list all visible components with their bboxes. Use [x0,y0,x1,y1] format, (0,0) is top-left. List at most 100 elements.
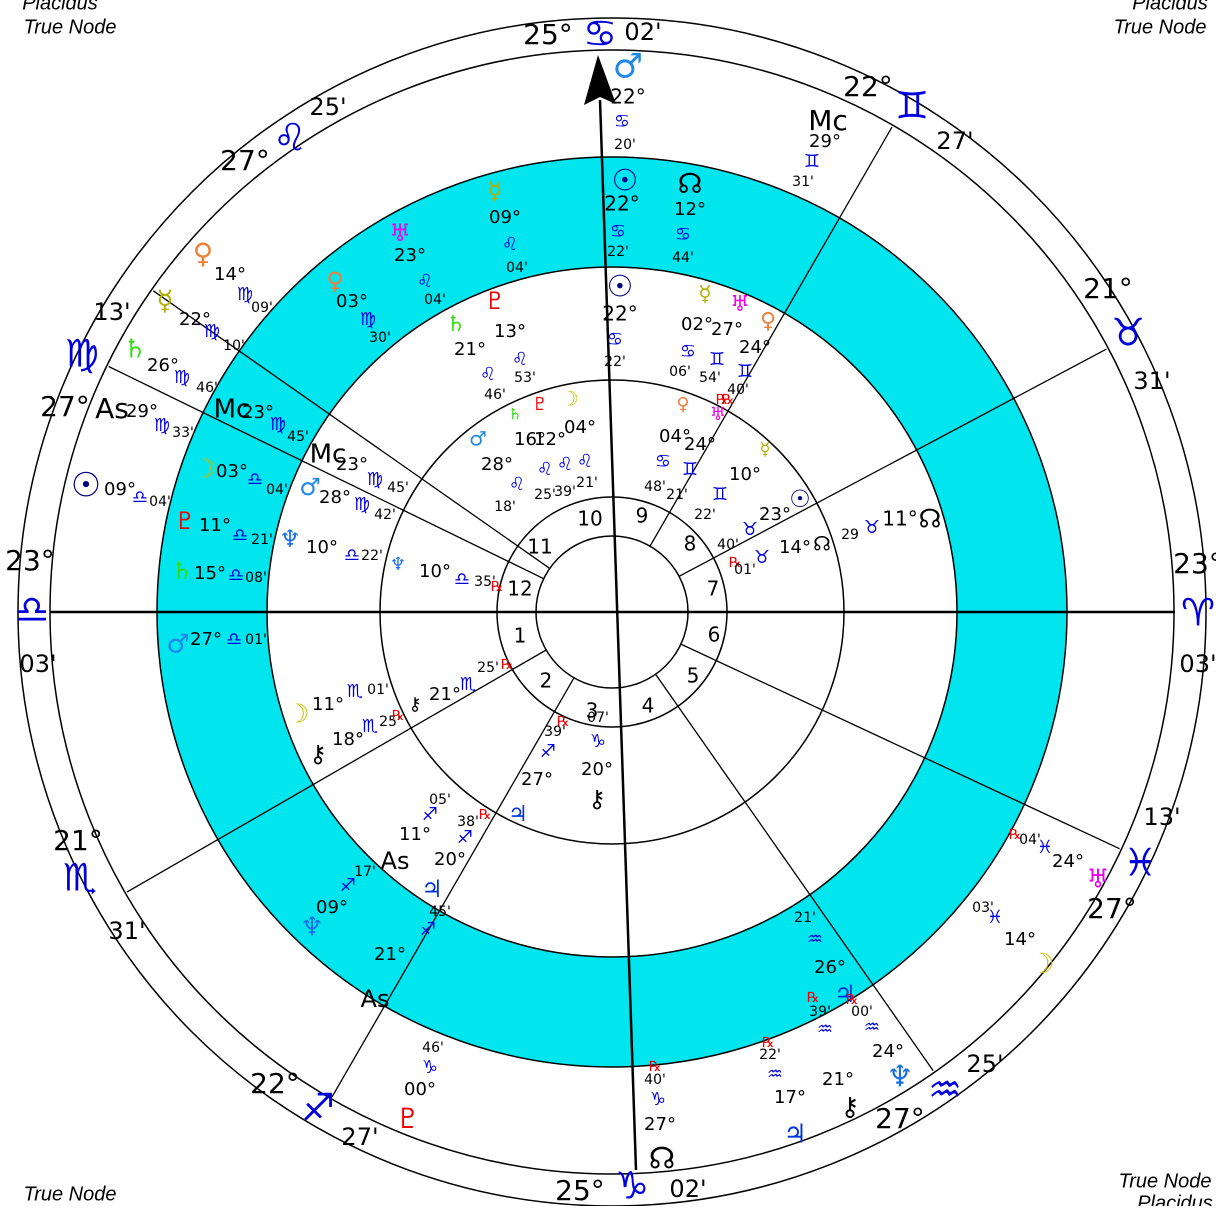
chart-label: 13' [1143,803,1180,831]
chart-label: ♎ [15,588,49,632]
chart-label: 21' [794,910,816,926]
chart-label: 00° [404,1079,436,1100]
chart-label: 25' [966,1050,1003,1078]
chart-label: ♂ [299,473,321,501]
house-number: 3 [586,699,599,723]
chart-label: ♃ [783,1120,806,1150]
chart-label: ☽ [561,387,579,411]
chart-label: 21° [1083,272,1133,305]
chart-label: ℞ [479,807,492,823]
chart-label: 22° [602,302,637,326]
chart-label: 05' [429,792,451,808]
chart-label: ♍ [270,414,286,435]
chart-label: 45' [387,480,409,496]
chart-label: 11° [399,824,431,845]
chart-label: ♋ [680,341,696,362]
chart-label: ℞ [557,714,570,730]
chart-label: ♀ [760,309,776,334]
chart-label: ♌ [480,364,496,385]
chart-label: ℞ [729,555,742,571]
house-cusp [649,126,893,547]
chart-label: 02' [669,1175,706,1203]
chart-label: 08' [245,570,267,586]
chart-label: 31' [1133,367,1170,395]
chart-label: ☊ [918,505,941,535]
chart-label: ☊ [813,532,831,556]
chart-label: 14° [214,264,246,285]
chart-label: ☉ [607,270,634,305]
chart-label: 21° [454,339,486,360]
chart-label: ℞ [716,392,729,408]
chart-label: 03' [972,900,994,916]
chart-label: 02' [624,18,661,46]
chart-label: As [361,985,390,1013]
chart-label: ♆ [390,554,406,575]
chart-label: 27° [521,769,553,790]
house-number: 7 [707,577,720,601]
chart-label: ☉ [789,485,811,513]
chart-label: 14° [779,537,811,558]
chart-label: 39' [544,724,566,740]
chart-label: As [381,847,410,875]
chart-label: 10° [419,561,451,582]
chart-label: 21' [251,532,273,548]
chart-label: ♍ [174,367,190,388]
chart-label: 24° [684,434,716,455]
chart-label: Mc [310,440,347,470]
chart-label: 54' [699,370,721,386]
chart-label: ♈ [1181,591,1215,635]
house-cusp [678,348,1107,577]
chart-label: 28° [481,454,513,475]
house-number: 11 [527,535,552,559]
chart-label: 01' [367,682,389,698]
chart-label: ☉ [612,164,639,199]
chart-label: 35' [474,574,496,590]
mc-line [598,99,638,1171]
chart-label: 40' [727,382,749,398]
chart-label: ♉ [1111,311,1145,355]
chart-label: ♒ [864,1017,880,1038]
chart-label: ♊ [712,484,728,505]
chart-label: 27' [936,127,973,155]
chart-label: 17° [774,1087,806,1108]
chart-label: 23° [336,454,368,475]
house-number: 6 [708,623,721,647]
chart-label: 06' [669,364,691,380]
chart-label: ☿ [156,284,173,317]
chart-label: ☽ [193,455,216,485]
chart-label: ♓ [987,907,1003,928]
chart-label: ♆ [279,525,301,553]
chart-label: ℞ [491,579,504,595]
chart-label: 25° [523,18,573,51]
chart-label: 09° [489,207,521,228]
chart-label: ♓ [1037,837,1053,858]
chart-label: 39' [554,484,576,500]
chart-label: ♅ [730,292,750,317]
chart-label: ♍ [154,415,170,436]
chart-label: ℞ [1009,827,1022,843]
chart-label: 22' [607,244,629,260]
chart-label: 29° [126,401,158,422]
house-cusp [108,365,544,580]
chart-label: ☉ [71,466,101,506]
chart-label: ♋ [583,12,617,56]
chart-label: ⚷ [588,785,606,813]
house-number: 8 [684,532,697,556]
chart-label: ☽ [1029,947,1054,980]
chart-label: 01' [734,562,756,578]
chart-label: 22' [604,354,626,370]
chart-label: 26° [147,355,179,376]
house-cusp [126,649,547,893]
chart-label: 12° [674,199,706,220]
chart-label: 20° [581,759,613,780]
chart-label: 11° [882,507,917,531]
chart-label: 42' [374,507,396,523]
chart-label: ♊ [737,361,753,382]
chart-label: 21° [374,944,406,965]
chart-label: 31' [792,174,814,190]
chart-label: 40' [717,537,739,553]
chart-label: ♄ [508,405,522,424]
house-cusp [680,643,1120,850]
house-number: 2 [540,669,553,693]
house-cusp [655,673,934,1072]
